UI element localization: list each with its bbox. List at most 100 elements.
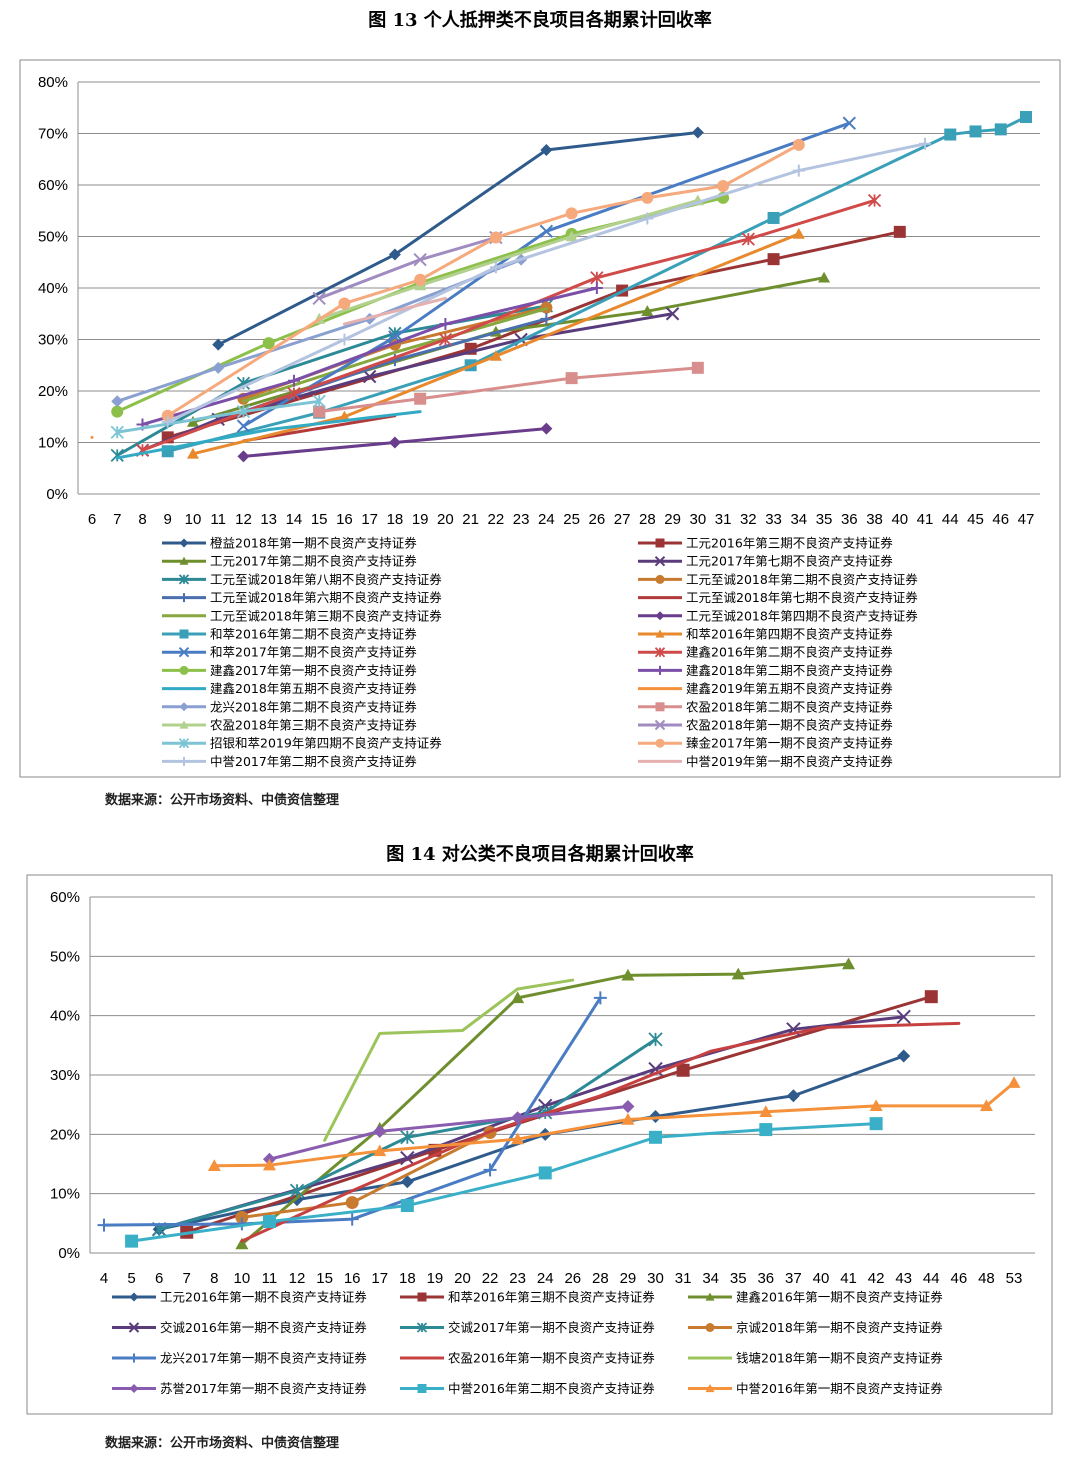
- data-marker: [590, 282, 603, 294]
- data-marker: [416, 1322, 428, 1333]
- x-tick-label: 19: [427, 1270, 444, 1287]
- x-tick-label: 36: [757, 1270, 774, 1287]
- data-marker: [896, 1009, 911, 1025]
- x-tick-label: 38: [866, 511, 883, 528]
- data-marker: [655, 702, 665, 712]
- x-tick-label: 34: [790, 511, 807, 528]
- legend-label: 工元至诚2018年第三期不良资产支持证券: [210, 608, 442, 623]
- x-tick-label: 35: [816, 511, 833, 528]
- x-tick-label: 46: [992, 511, 1009, 528]
- data-marker: [338, 333, 351, 346]
- x-tick-label: 37: [785, 1270, 802, 1287]
- data-marker: [705, 1384, 715, 1393]
- legend-item: 工元至诚2018年第六期不良资产支持证券: [162, 590, 442, 605]
- data-marker: [731, 967, 745, 980]
- x-tick-label: 4: [100, 1270, 108, 1287]
- x-tick-label: 7: [113, 511, 121, 528]
- legend-item: 建鑫2018年第二期不良资产支持证券: [638, 663, 893, 678]
- data-marker: [842, 116, 857, 130]
- x-tick-label: 7: [183, 1270, 191, 1287]
- series-line: [115, 410, 422, 460]
- data-marker: [944, 128, 957, 141]
- chart-frame: [26, 874, 1053, 1415]
- legend-label: 和萃2016年第二期不良资产支持证券: [210, 627, 417, 642]
- legend-item: 和萃2016年第四期不良资产支持证券: [638, 627, 893, 642]
- legend-item: 中誉2017年第二期不良资产支持证券: [162, 754, 417, 769]
- x-tick-label: 27: [614, 511, 631, 528]
- x-tick-label: 53: [1006, 1270, 1023, 1287]
- data-marker: [621, 1099, 635, 1113]
- y-tick-label: 40%: [50, 1008, 80, 1025]
- series-path: [166, 143, 801, 418]
- data-marker: [655, 629, 665, 638]
- data-marker: [648, 1061, 663, 1077]
- data-marker: [1020, 111, 1032, 124]
- legend-label: 农盈2018年第二期不良资产支持证券: [686, 699, 893, 714]
- x-tick-label: 30: [689, 511, 706, 528]
- data-marker: [540, 143, 553, 156]
- legend-item: 京诚2018年第一期不良资产支持证券: [688, 1320, 943, 1335]
- data-marker: [97, 1218, 111, 1232]
- y-tick-label: 60%: [50, 889, 80, 906]
- series-path: [323, 978, 575, 1142]
- y-tick-label: 30%: [38, 332, 68, 349]
- legend-item: 臻金2017年第一期不良资产支持证券: [638, 736, 893, 751]
- data-marker: [511, 1132, 525, 1145]
- legend-item: 建鑫2016年第一期不良资产支持证券: [688, 1290, 943, 1305]
- data-marker: [818, 271, 831, 283]
- x-tick-label: 40: [813, 1270, 830, 1287]
- data-marker: [388, 436, 401, 449]
- data-marker: [125, 1234, 139, 1248]
- y-tick-label: 20%: [50, 1126, 80, 1143]
- data-marker: [237, 450, 250, 463]
- data-marker: [161, 415, 174, 428]
- legend-item: 工元2017年第二期不良资产支持证券: [162, 554, 417, 569]
- data-marker: [179, 629, 189, 639]
- legend-label: 工元至诚2018年第二期不良资产支持证券: [686, 572, 918, 587]
- data-marker: [539, 224, 554, 239]
- y-tick-label: 20%: [38, 383, 68, 400]
- legend-item: 建鑫2016年第二期不良资产支持证券: [638, 645, 893, 660]
- data-marker: [641, 191, 654, 204]
- y-tick-label: 10%: [50, 1186, 80, 1203]
- legend-label: 和萃2017年第二期不良资产支持证券: [210, 645, 417, 660]
- data-marker: [129, 1353, 139, 1363]
- y-tick-label: 50%: [38, 229, 68, 246]
- legend-item: 工元至诚2018年第八期不良资产支持证券: [162, 572, 442, 587]
- legend-label: 龙兴2017年第一期不良资产支持证券: [160, 1351, 367, 1366]
- x-tick-label: 6: [155, 1270, 163, 1287]
- legend-label: 京诚2018年第一期不良资产支持证券: [736, 1320, 943, 1335]
- y-tick-label: 40%: [38, 280, 68, 297]
- data-marker: [414, 392, 427, 405]
- data-marker: [345, 1196, 359, 1210]
- data-marker: [621, 968, 635, 981]
- data-marker: [655, 574, 665, 584]
- x-tick-label: 36: [841, 511, 858, 528]
- data-marker: [236, 419, 251, 433]
- data-marker: [178, 646, 190, 658]
- x-tick-label: 5: [127, 1270, 135, 1287]
- data-marker: [186, 447, 199, 459]
- y-tick-label: 80%: [38, 74, 68, 91]
- data-marker: [161, 409, 174, 422]
- data-marker: [691, 361, 704, 374]
- data-marker: [565, 372, 578, 385]
- data-marker: [717, 180, 730, 193]
- data-marker: [842, 957, 856, 970]
- data-marker: [979, 1099, 993, 1112]
- series-line: [110, 394, 326, 439]
- legend-item: 钱塘2018年第一期不良资产支持证券: [688, 1351, 943, 1366]
- data-marker: [178, 738, 190, 749]
- data-marker: [705, 1323, 715, 1332]
- x-tick-label: 41: [917, 511, 934, 528]
- legend-item: 和萃2016年第二期不良资产支持证券: [162, 627, 417, 642]
- series-line: [136, 282, 603, 431]
- legend-item: 交诚2017年第一期不良资产支持证券: [400, 1320, 655, 1335]
- data-marker: [287, 386, 301, 401]
- series-line: [342, 296, 447, 326]
- data-marker: [489, 261, 502, 274]
- x-tick-label: 20: [454, 1270, 471, 1287]
- x-tick-label: 9: [164, 511, 172, 528]
- data-marker: [289, 1183, 305, 1198]
- data-marker: [338, 297, 351, 310]
